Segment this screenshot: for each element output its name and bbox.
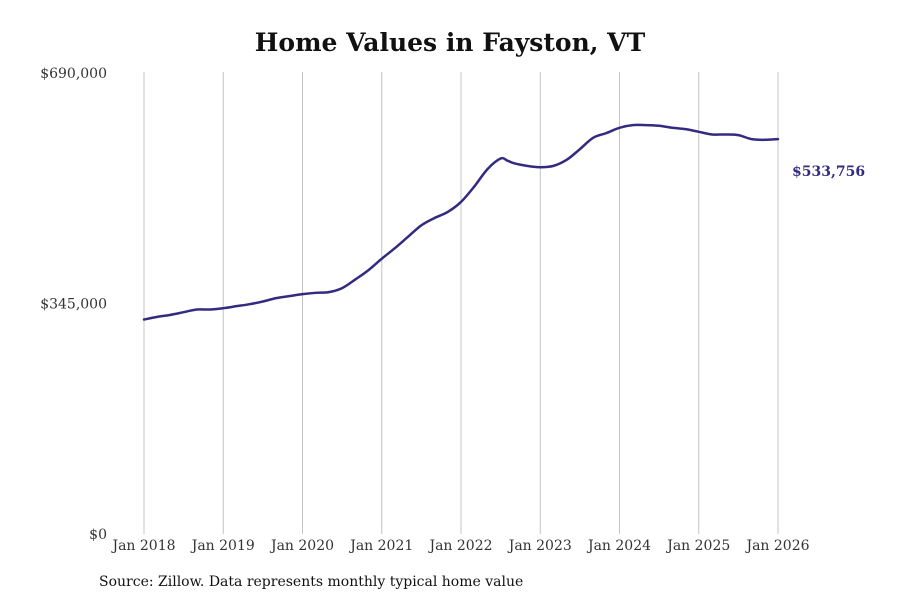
y-tick-label: $0 bbox=[89, 527, 107, 543]
x-axis: Jan 2018 Jan 2019 Jan 2020 Jan 2021 Jan 2022… bbox=[110, 538, 809, 554]
y-axis: $0 $345,000 $690,000 bbox=[40, 66, 107, 543]
y-tick-label: $345,000 bbox=[40, 297, 107, 313]
x-tick-label: Jan 2025 bbox=[665, 538, 730, 554]
end-value-label: $533,756 bbox=[792, 164, 865, 180]
x-tick-label: Jan 2024 bbox=[586, 538, 651, 554]
x-tick-label: Jan 2018 bbox=[110, 538, 175, 554]
x-tick-label: Jan 2026 bbox=[744, 538, 809, 554]
gridlines bbox=[143, 72, 779, 534]
y-tick-label: $690,000 bbox=[40, 66, 107, 82]
source-note: Source: Zillow. Data represents monthly … bbox=[99, 574, 524, 590]
x-tick-label: Jan 2021 bbox=[348, 538, 413, 554]
x-tick-label: Jan 2020 bbox=[269, 538, 334, 554]
x-tick-label: Jan 2022 bbox=[427, 538, 492, 554]
chart-title: Home Values in Fayston, VT bbox=[254, 28, 646, 57]
x-tick-label: Jan 2019 bbox=[190, 538, 255, 554]
home-value-line bbox=[142, 123, 780, 321]
x-tick-label: Jan 2023 bbox=[507, 538, 572, 554]
